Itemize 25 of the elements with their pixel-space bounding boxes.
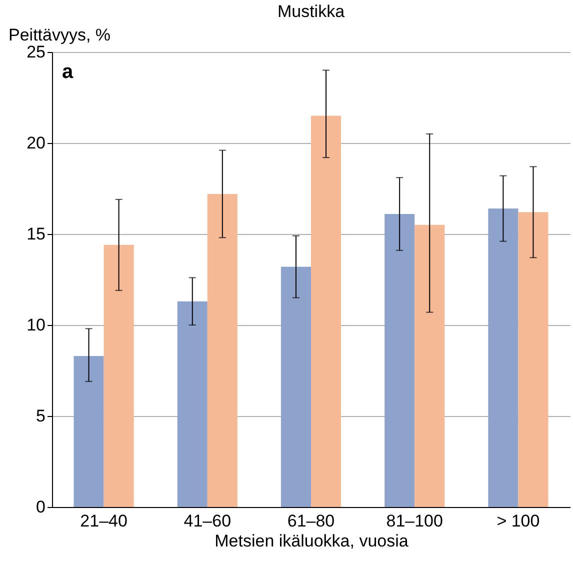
chart-title: Mustikka (277, 2, 346, 21)
bar (311, 116, 342, 507)
x-tick-label: 21–40 (80, 512, 128, 530)
x-tick-label: 61–80 (287, 512, 335, 530)
y-tick-label: 10 (26, 316, 46, 334)
bar (488, 208, 518, 507)
annotation: a (62, 61, 74, 83)
y-tick-label: 25 (26, 42, 46, 62)
bar (280, 266, 311, 507)
x-tick-label: > 100 (496, 512, 540, 530)
y-tick-label: 0 (36, 498, 46, 516)
bar (207, 194, 238, 507)
x-tick-label: 41–60 (184, 512, 232, 530)
bar (74, 356, 104, 507)
x-axis-title: Metsien ikäluokka, vuosia (214, 532, 409, 550)
y-axis-title: Peittävyys, % (8, 26, 111, 44)
bar (384, 214, 415, 507)
bar (414, 224, 445, 507)
bar (518, 212, 548, 507)
y-tick-label: 15 (26, 224, 46, 244)
y-tick-label: 5 (36, 406, 46, 426)
bar (177, 301, 208, 507)
x-tick-label: 81–100 (386, 512, 443, 530)
bar (104, 244, 134, 507)
y-tick-label: 20 (26, 134, 46, 152)
